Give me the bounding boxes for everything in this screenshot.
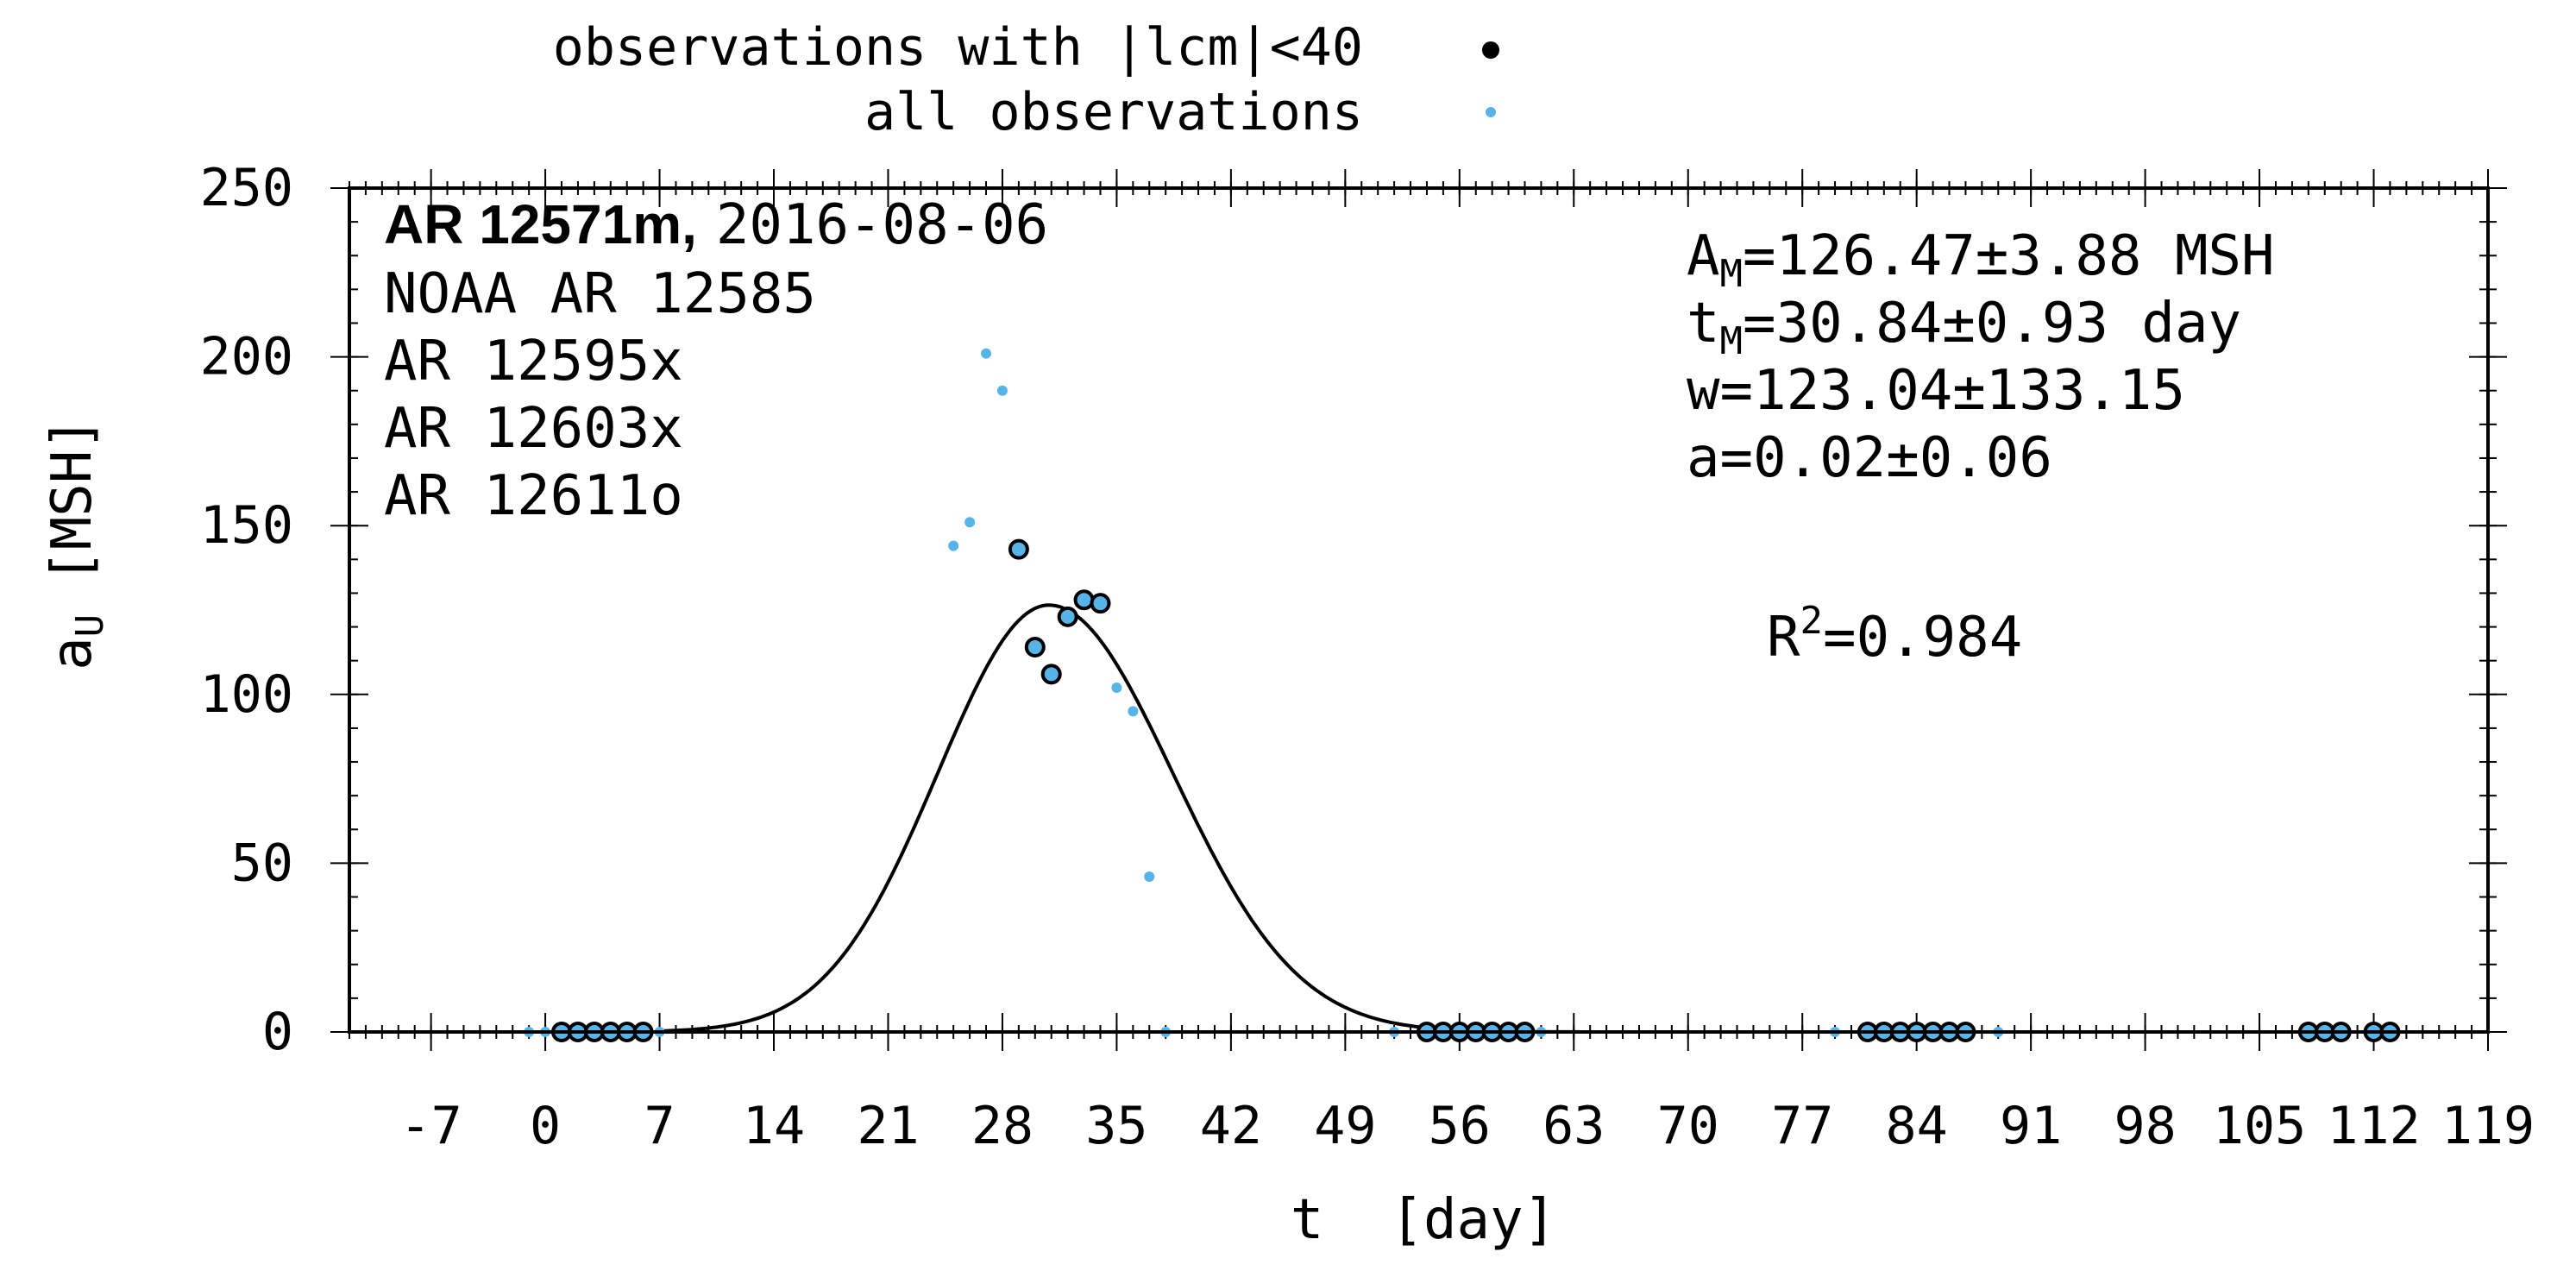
x-tick-label: 119 (2441, 1096, 2535, 1156)
x-tick-label: -7 (399, 1096, 462, 1156)
x-tick-label: 42 (1200, 1096, 1262, 1156)
x-tick-label: 56 (1429, 1096, 1491, 1156)
legend-marker-selected (1482, 41, 1499, 59)
x-tick-label: 112 (2327, 1096, 2420, 1156)
fit-am: AM=126.47±3.88 MSH (1687, 224, 2275, 296)
y-tick-label: 250 (200, 158, 293, 218)
x-tick-label: 49 (1314, 1096, 1376, 1156)
data-point-selected (1024, 637, 1046, 658)
x-axis-label: t [day] (1291, 1188, 1556, 1252)
x-tick-label: 105 (2213, 1096, 2306, 1156)
region-title: AR 12571m, (384, 193, 697, 255)
y-tick-label: 150 (200, 495, 293, 556)
y-tick-label: 0 (262, 1002, 293, 1062)
annotations-left: AR 12571m, 2016-08-06 NOAA AR 12585 AR 12… (384, 193, 1048, 528)
data-point-all (981, 348, 992, 359)
x-tick-label: 77 (1771, 1096, 1833, 1156)
y-axis-label-sub: U (68, 614, 112, 638)
x-tick-label: 63 (1542, 1096, 1605, 1156)
data-point-all (996, 385, 1008, 396)
legend-label-selected: observations with |lcm|<40 (553, 17, 1363, 78)
data-point-selected (1057, 606, 1078, 627)
x-tick-label: 70 (1657, 1096, 1719, 1156)
x-tick-label: 14 (743, 1096, 805, 1156)
data-point-all (964, 517, 976, 528)
fit-tm: tM=30.84±0.93 day (1687, 292, 2241, 363)
fit-r2: R2=0.984 (1767, 599, 2022, 670)
annotation-line-4: AR 12611o (384, 464, 683, 528)
y-tick-label: 200 (200, 327, 293, 387)
annotation-line-2: AR 12595x (384, 330, 683, 393)
fit-w: w=123.04±133.15 (1687, 359, 2185, 423)
annotation-line-1: NOAA AR 12585 (384, 262, 816, 326)
plot-frame (348, 186, 2490, 1034)
legend: observations with |lcm|<40 all observati… (553, 17, 1499, 142)
data-point-selected (1073, 589, 1095, 611)
x-tick-label: 28 (971, 1096, 1034, 1156)
data-point-all (1111, 682, 1122, 693)
legend-marker-all (1486, 107, 1496, 117)
x-tick-label: 91 (2000, 1096, 2062, 1156)
data-point-selected (1090, 593, 1111, 614)
x-tick-label: 0 (530, 1096, 561, 1156)
annotations-right: AM=126.47±3.88 MSH tM=30.84±0.93 day w=1… (1687, 224, 2275, 670)
legend-label-all: all observations (864, 82, 1363, 142)
x-tick-label: 84 (1886, 1096, 1948, 1156)
region-date: 2016-08-06 (716, 193, 1048, 257)
y-axis-label: aU [MSH] (41, 417, 112, 670)
data-point-all (1128, 706, 1139, 717)
data-point-selected (1008, 538, 1029, 560)
axis-ticks: -7 0 7 14 21 28 35 42 49 56 63 70 77 84 91 98 105 112 119 0… (200, 158, 2535, 1156)
data-point-selected (1040, 664, 1062, 685)
y-tick-label: 100 (200, 664, 293, 725)
y-axis-label-unit: [MSH] (41, 417, 104, 583)
annotation-line-3: AR 12603x (384, 397, 683, 461)
x-tick-label: 98 (2114, 1096, 2176, 1156)
data-point-all (1144, 871, 1155, 883)
y-axis-label-main: a (41, 637, 104, 670)
x-tick-label: 35 (1085, 1096, 1147, 1156)
x-tick-label: 21 (857, 1096, 919, 1156)
fit-a: a=0.02±0.06 (1687, 426, 2052, 490)
svg-text:aU[MSH]: aU [MSH] (41, 417, 112, 670)
y-tick-label: 50 (231, 833, 293, 893)
x-tick-label: 7 (644, 1096, 675, 1156)
svg-text:AR 12571m,2016-08-06: AR 12571m, 2016-08-06 (384, 193, 1048, 257)
data-point-all (948, 540, 959, 551)
